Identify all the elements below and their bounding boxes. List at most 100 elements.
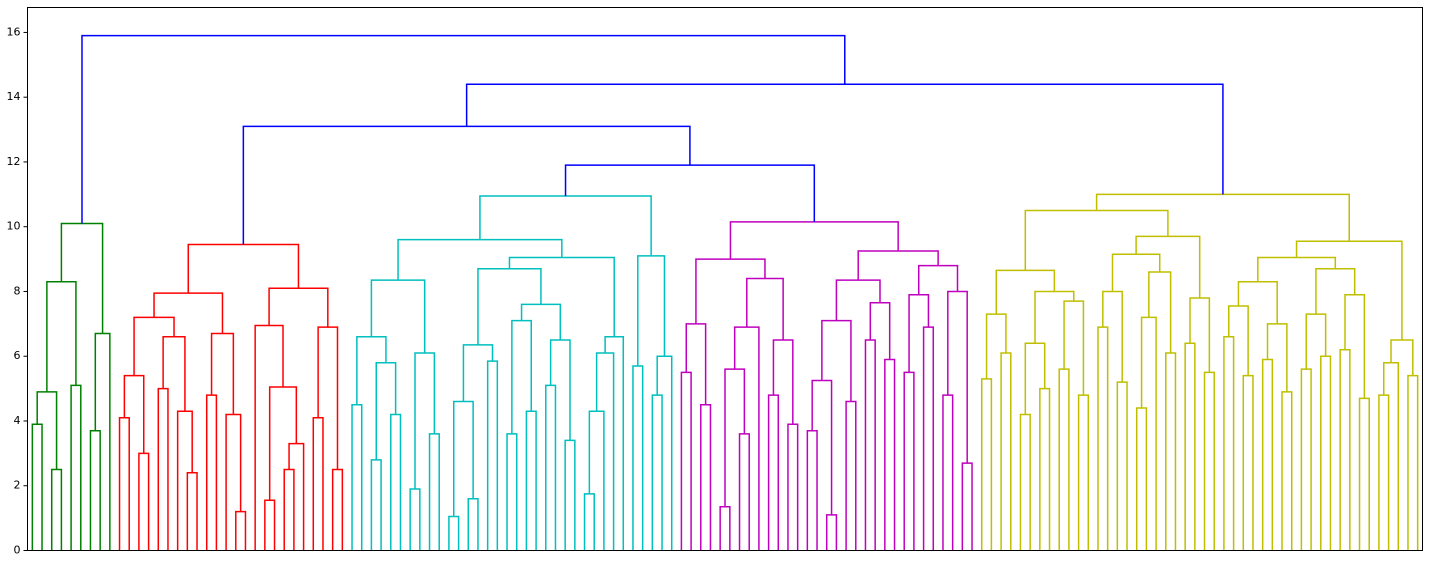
y-tick-label: 10 [7,220,21,233]
dendrogram-link [36,391,58,470]
dendrogram-link [564,164,816,222]
dendrogram-link [331,468,344,551]
dendrogram-link [1095,193,1350,242]
dendrogram-link [486,360,499,551]
dendrogram-link [985,313,1007,379]
dendrogram-link [980,378,993,551]
dendrogram-link [225,413,242,551]
dendrogram-link [1383,361,1400,551]
dendrogram-link [1242,374,1254,551]
dendrogram-link [695,258,766,324]
dendrogram-link [685,323,707,405]
dendrogram-link [89,429,101,551]
dendrogram-link [465,83,1224,195]
dendrogram-link [525,410,537,551]
dendrogram-link [1034,290,1075,344]
dendrogram-link [1281,391,1293,551]
dendrogram-link [869,302,891,360]
dendrogram-link [811,379,833,515]
dendrogram-link [81,34,846,224]
dendrogram-link [205,394,218,551]
dendrogram-link [825,514,838,551]
dendrogram-link [1315,268,1356,315]
dendrogram-link [1305,313,1327,370]
dendrogram-link [508,256,615,337]
dendrogram-link [186,472,198,551]
dendrogram-links [31,34,1419,551]
dendrogram-link [462,344,494,402]
dendrogram-link [942,394,954,551]
dendrogram-link [1407,374,1419,551]
dendrogram-link [604,336,625,551]
dendrogram-link [235,510,247,551]
dendrogram-link [187,243,300,294]
dendrogram-link [283,468,295,551]
dendrogram-link [1077,394,1090,551]
dendrogram-link [414,352,436,489]
dendrogram-link [903,371,915,551]
dendrogram-link [767,394,780,551]
dendrogram-link [123,374,145,454]
dendrogram-link [1000,352,1012,551]
dendrogram-link [511,319,532,434]
dendrogram-link [1378,394,1390,551]
dendrogram-link [947,290,968,464]
dendrogram-link [700,404,712,551]
dendrogram-link [1097,326,1109,551]
dendrogram-link [656,355,673,551]
dendrogram-link [1237,281,1278,324]
dendrogram-link [31,423,43,551]
dendrogram-link [409,488,421,551]
dendrogram-link [1135,235,1201,298]
dendrogram-link [1203,371,1215,551]
dendrogram-link [268,287,329,328]
y-tick-label: 4 [14,414,21,427]
dendrogram-link [922,326,935,551]
dendrogram-link [1058,368,1070,551]
dendrogram-link [564,439,576,551]
dendrogram-link [724,368,746,507]
dendrogram-link [719,506,731,551]
dendrogram-link [1111,253,1161,292]
dendrogram-link [787,423,799,551]
dendrogram-link [1320,355,1332,551]
dendrogram-link [1390,339,1414,376]
dendrogram-link [864,339,876,551]
dendrogram-link [1019,413,1031,551]
dendrogram-link [162,336,186,412]
dendrogram-link [1135,407,1148,551]
dendrogram-link [397,238,563,281]
dendrogram-link [1024,342,1046,415]
dendrogram-link [153,292,224,334]
dendrogram-link [210,332,235,415]
dendrogram-link [733,326,760,551]
dendrogram-link [961,462,973,551]
dendrogram-link [133,316,175,376]
dendrogram-link [583,493,595,551]
dendrogram-link [60,222,104,334]
dendrogram-link [138,452,150,551]
dendrogram-link [94,332,111,551]
dendrogram-link [680,371,692,551]
dendrogram-link [356,336,387,405]
dendrogram-link [477,268,542,345]
dendrogram-link [1261,358,1274,551]
plot-frame [27,7,1423,551]
dendrogram-link [632,365,644,551]
dendrogram-link [1165,352,1177,551]
dendrogram-link [390,413,402,551]
dendrogram-link [317,326,339,470]
dendrogram-link [995,269,1056,315]
dendrogram-link [375,361,397,460]
dendrogram-link [738,433,750,551]
dendrogram-link [264,499,276,551]
dendrogram-link [1189,297,1211,373]
dendrogram-link [549,339,571,441]
dendrogram-link [1148,271,1172,353]
dendrogram-link [595,352,615,551]
dendrogram-link [806,429,818,551]
dendrogram-link [729,221,899,260]
dendrogram-link [1228,305,1249,376]
